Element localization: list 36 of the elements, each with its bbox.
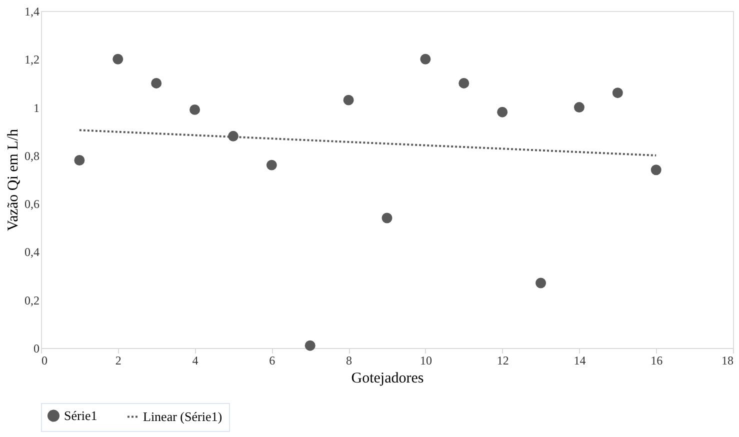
x-tick-label: 8 bbox=[346, 354, 352, 368]
point bbox=[650, 164, 662, 176]
point bbox=[458, 78, 470, 88]
x-tick-label: 10 bbox=[420, 354, 432, 368]
legend-label: Série1 bbox=[64, 408, 98, 423]
y-axis-title: Vazão Qi em L/h bbox=[6, 128, 22, 232]
point bbox=[536, 278, 546, 288]
point bbox=[151, 78, 162, 88]
x-tick-label: 4 bbox=[192, 354, 198, 368]
x-tick-label: 14 bbox=[574, 354, 586, 368]
x-tick-label: 12 bbox=[496, 354, 509, 368]
point bbox=[190, 104, 200, 115]
point bbox=[420, 54, 431, 64]
point bbox=[612, 88, 623, 98]
point bbox=[304, 340, 316, 351]
point bbox=[574, 102, 584, 113]
y-tick-label: 0,2 bbox=[24, 293, 40, 308]
y-tick-label: 0 bbox=[34, 342, 40, 356]
x-tick-label: 2 bbox=[115, 354, 122, 368]
x-tick-label: 16 bbox=[650, 354, 663, 368]
y-tick-label: 1 bbox=[34, 100, 40, 115]
point bbox=[266, 160, 277, 170]
y-tick-label: 1,4 bbox=[24, 4, 40, 18]
point bbox=[74, 155, 85, 166]
y-tick-label: 0,6 bbox=[24, 197, 40, 212]
point bbox=[382, 212, 392, 224]
y-tick-label: 0,4 bbox=[24, 245, 40, 260]
x-axis-title: Gotejadores bbox=[351, 370, 424, 386]
point bbox=[112, 54, 124, 64]
point bbox=[343, 94, 354, 106]
y-tick-label: 0,8 bbox=[24, 148, 40, 163]
point bbox=[497, 106, 508, 118]
legend-label: Linear (Série1) bbox=[143, 408, 222, 424]
x-tick-label: 18 bbox=[722, 354, 734, 368]
y-tick-label: 1,2 bbox=[24, 52, 40, 67]
x-tick-label: 6 bbox=[269, 354, 276, 368]
